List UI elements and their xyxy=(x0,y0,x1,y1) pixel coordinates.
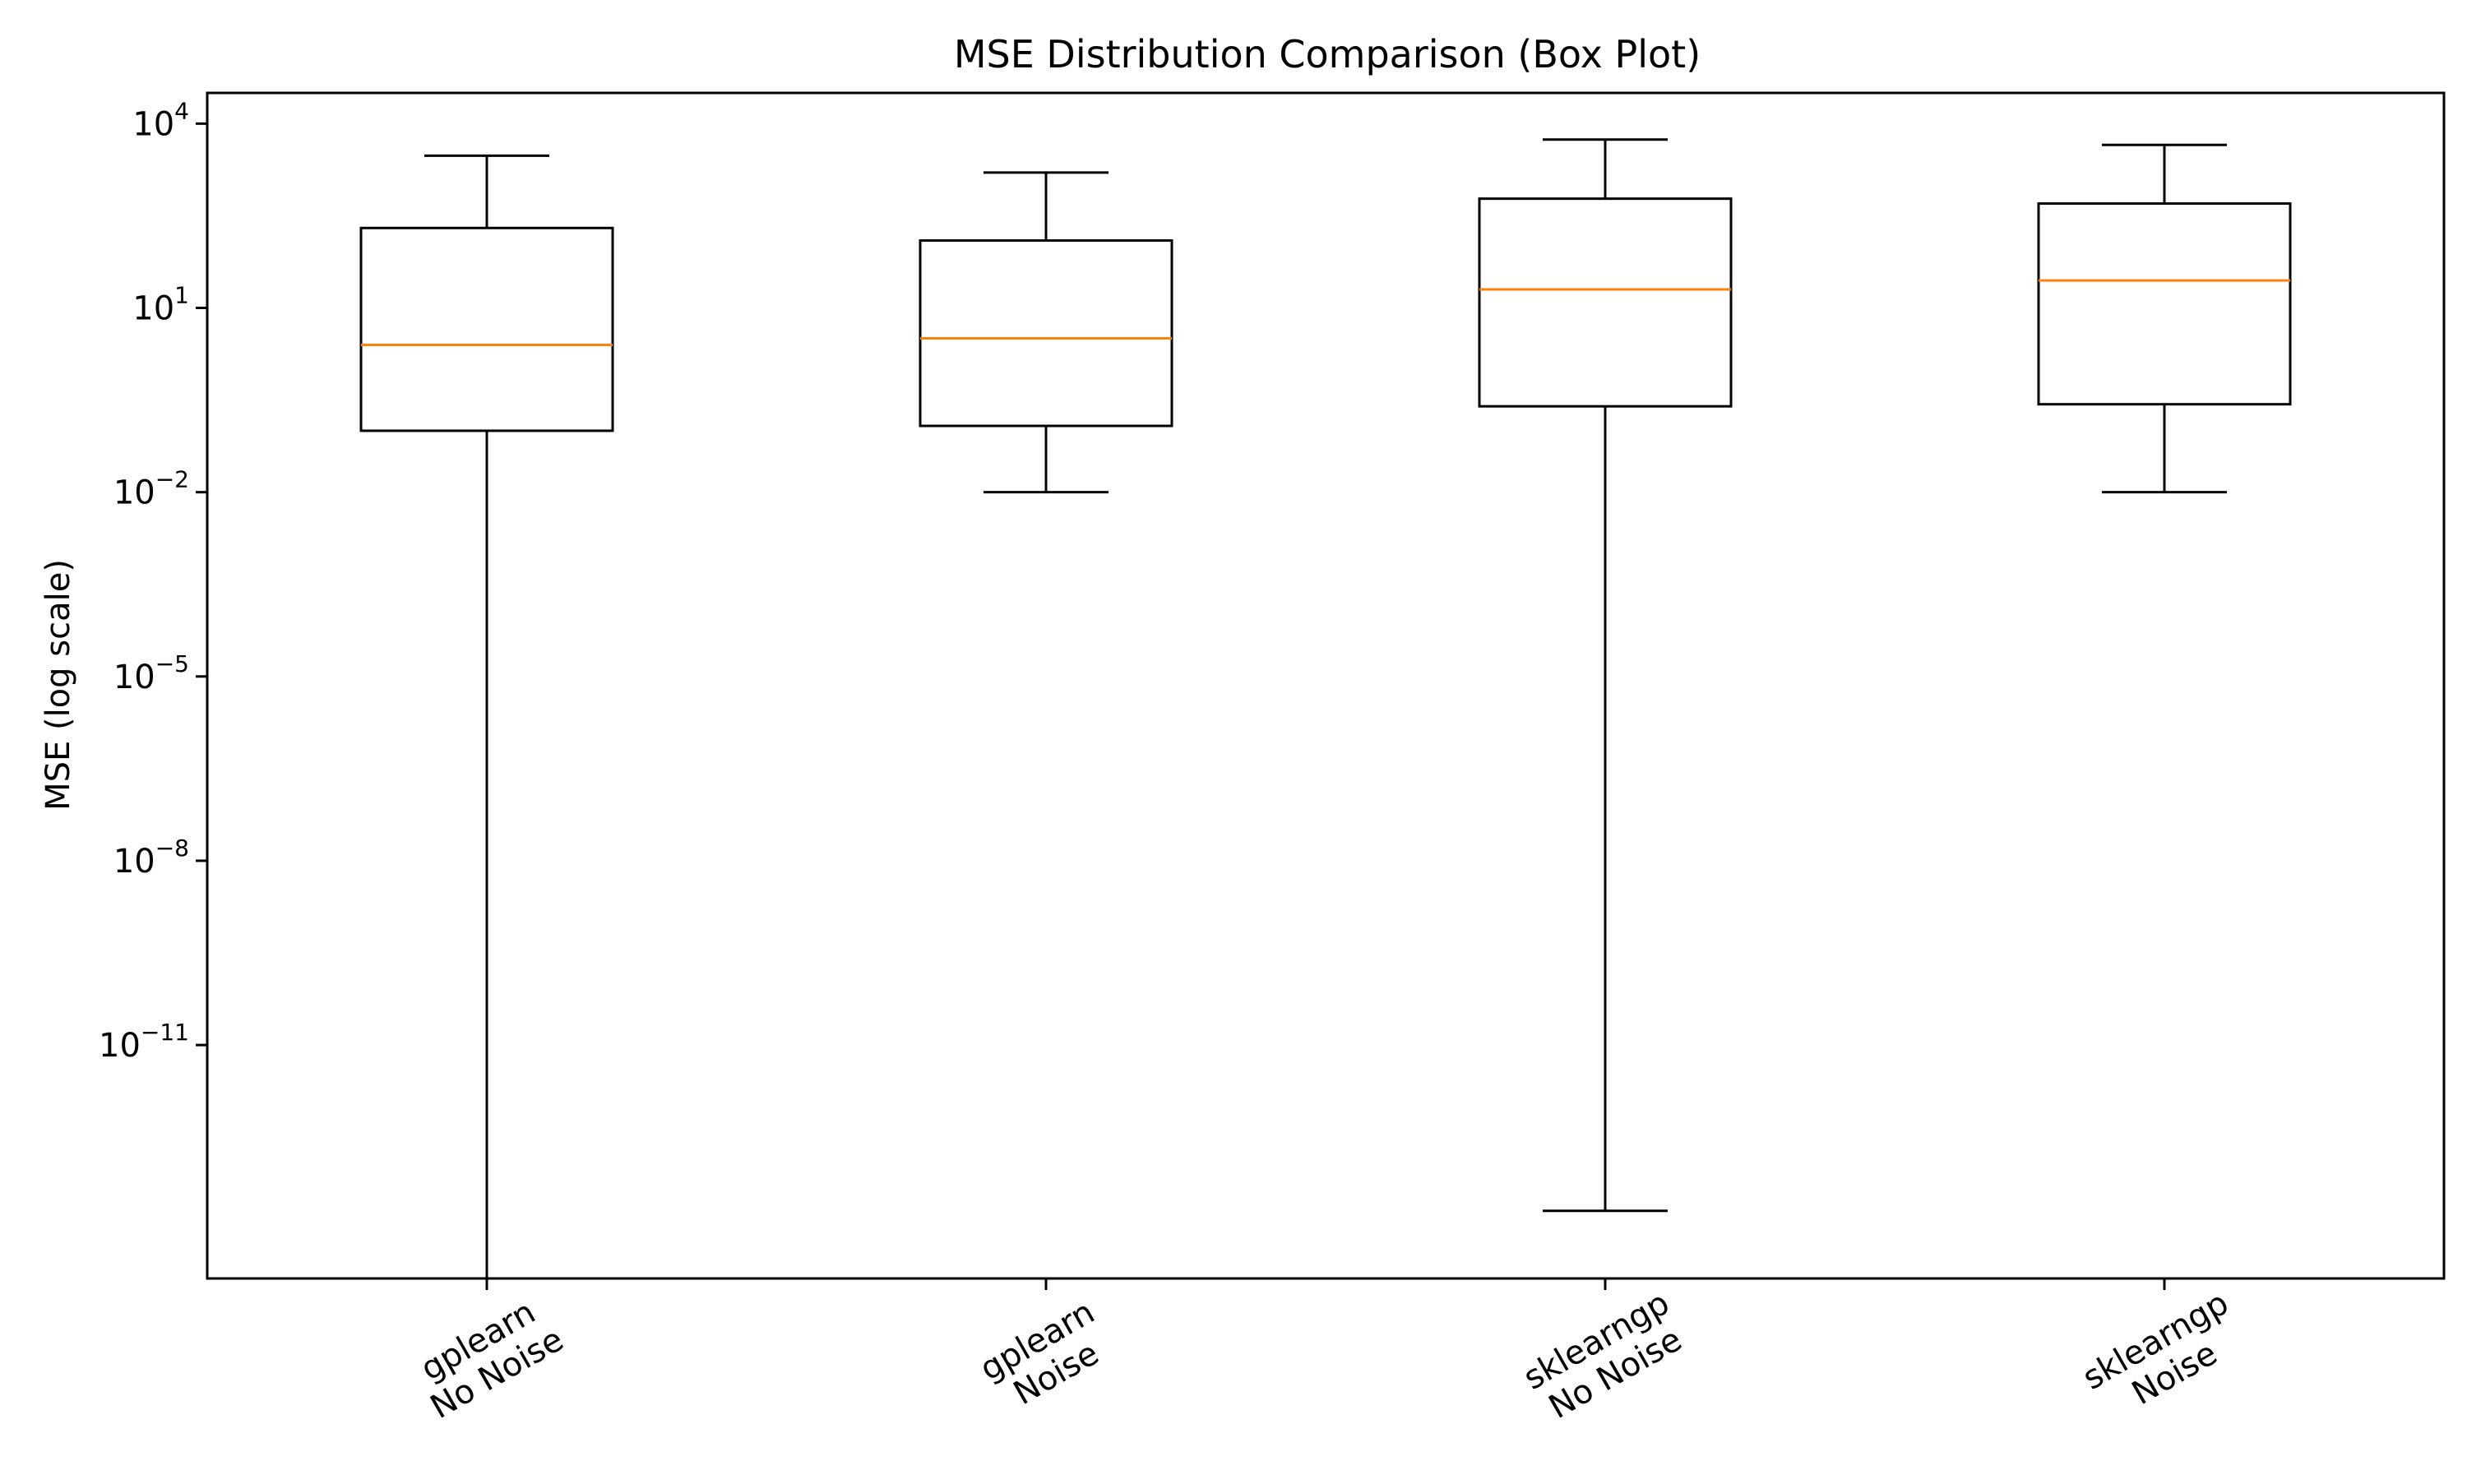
chart-title: MSE Distribution Comparison (Box Plot) xyxy=(954,32,1701,76)
y-tick-label: 10−2 xyxy=(113,466,189,512)
y-tick-label: 10−8 xyxy=(113,834,189,881)
y-axis-label: MSE (log scale) xyxy=(39,559,77,811)
y-tick-label: 104 xyxy=(132,97,189,143)
y-tick-label: 10−5 xyxy=(113,650,189,696)
y-tick-label: 101 xyxy=(132,282,189,328)
axes-frame xyxy=(206,91,2446,1280)
box-iqr xyxy=(2037,202,2292,406)
box-iqr xyxy=(919,239,1173,428)
box-iqr xyxy=(359,226,614,432)
box-iqr xyxy=(1478,197,1733,408)
y-tick-label: 10−11 xyxy=(99,1019,189,1065)
